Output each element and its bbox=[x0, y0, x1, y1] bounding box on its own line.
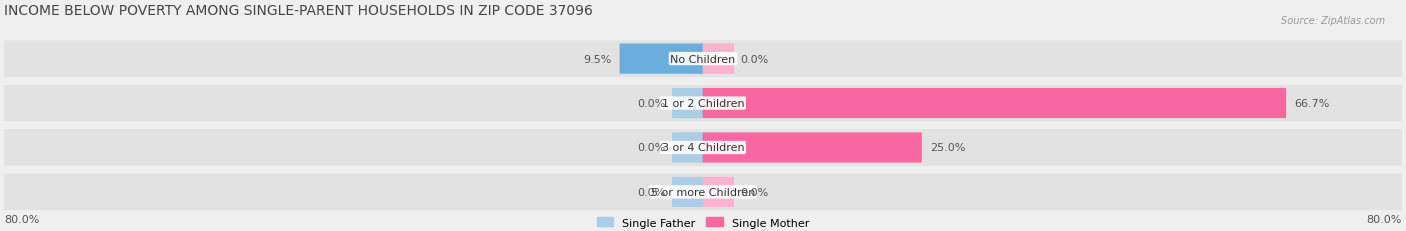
FancyBboxPatch shape bbox=[4, 41, 1402, 77]
Text: 80.0%: 80.0% bbox=[4, 214, 39, 224]
Text: 0.0%: 0.0% bbox=[637, 187, 665, 197]
FancyBboxPatch shape bbox=[672, 133, 703, 163]
Text: Source: ZipAtlas.com: Source: ZipAtlas.com bbox=[1281, 16, 1385, 26]
Text: 0.0%: 0.0% bbox=[741, 187, 769, 197]
FancyBboxPatch shape bbox=[703, 133, 922, 163]
Text: INCOME BELOW POVERTY AMONG SINGLE-PARENT HOUSEHOLDS IN ZIP CODE 37096: INCOME BELOW POVERTY AMONG SINGLE-PARENT… bbox=[4, 4, 593, 18]
Text: 0.0%: 0.0% bbox=[741, 54, 769, 64]
FancyBboxPatch shape bbox=[4, 130, 1402, 166]
Text: 1 or 2 Children: 1 or 2 Children bbox=[662, 99, 744, 109]
FancyBboxPatch shape bbox=[4, 85, 1402, 122]
Text: 0.0%: 0.0% bbox=[637, 99, 665, 109]
FancyBboxPatch shape bbox=[672, 177, 703, 207]
Text: 66.7%: 66.7% bbox=[1295, 99, 1330, 109]
Text: 80.0%: 80.0% bbox=[1367, 214, 1402, 224]
FancyBboxPatch shape bbox=[4, 174, 1402, 210]
FancyBboxPatch shape bbox=[620, 44, 703, 74]
Text: 3 or 4 Children: 3 or 4 Children bbox=[662, 143, 744, 153]
Text: 5 or more Children: 5 or more Children bbox=[651, 187, 755, 197]
FancyBboxPatch shape bbox=[703, 88, 1286, 119]
FancyBboxPatch shape bbox=[703, 177, 734, 207]
Legend: Single Father, Single Mother: Single Father, Single Mother bbox=[596, 217, 810, 228]
FancyBboxPatch shape bbox=[672, 88, 703, 119]
Text: 25.0%: 25.0% bbox=[931, 143, 966, 153]
FancyBboxPatch shape bbox=[703, 44, 734, 74]
Text: 9.5%: 9.5% bbox=[583, 54, 612, 64]
Text: No Children: No Children bbox=[671, 54, 735, 64]
Text: 0.0%: 0.0% bbox=[637, 143, 665, 153]
